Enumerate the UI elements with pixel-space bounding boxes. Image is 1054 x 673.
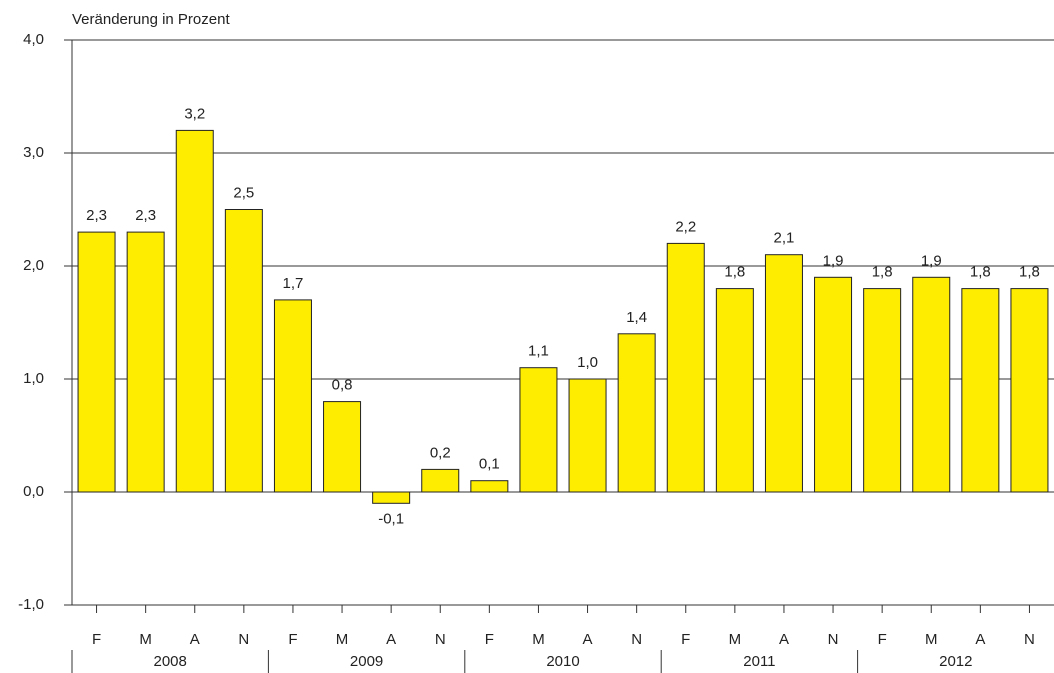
y-tick-label: 0,0 [23, 483, 44, 500]
y-tick-label: 1,0 [23, 370, 44, 387]
value-label: 1,8 [970, 264, 991, 281]
axis-label: Veränderung in Prozent [72, 11, 230, 28]
x-tick-label: A [386, 631, 396, 648]
value-label: 1,7 [283, 275, 304, 292]
value-label: 2,5 [233, 184, 254, 201]
value-label: 1,8 [724, 264, 745, 281]
bar [372, 491, 411, 504]
bar [519, 367, 558, 493]
y-tick-label: 4,0 [23, 31, 44, 48]
bar [323, 401, 362, 493]
bar [421, 468, 460, 493]
value-label: 1,8 [1019, 264, 1040, 281]
bar [1010, 288, 1049, 493]
value-label: 0,1 [479, 456, 500, 473]
bar [961, 288, 1000, 493]
bar [912, 276, 951, 493]
x-tick-label: A [583, 631, 593, 648]
x-tick-label: N [435, 631, 446, 648]
x-tick-label: F [92, 631, 101, 648]
value-label: 1,0 [577, 354, 598, 371]
x-tick-label: M [336, 631, 349, 648]
value-label: 1,8 [872, 264, 893, 281]
bar [470, 480, 509, 493]
x-tick-label: M [139, 631, 152, 648]
bar [126, 231, 165, 493]
year-label: 2011 [743, 653, 775, 670]
year-label: 2010 [546, 653, 579, 670]
value-label: 0,2 [430, 444, 451, 461]
x-tick-label: A [190, 631, 200, 648]
year-label: 2008 [154, 653, 187, 670]
x-tick-label: N [828, 631, 839, 648]
bar [224, 209, 263, 493]
bar [175, 129, 214, 493]
value-label: 3,2 [184, 105, 205, 122]
x-tick-label: A [779, 631, 789, 648]
bar [715, 288, 754, 493]
year-label: 2009 [350, 653, 383, 670]
value-label: 2,1 [774, 230, 795, 247]
bar [568, 378, 607, 493]
y-tick-label: -1,0 [18, 596, 44, 613]
bar [814, 276, 853, 493]
x-tick-label: F [485, 631, 494, 648]
bar [273, 299, 312, 493]
x-tick-label: N [1024, 631, 1035, 648]
y-tick-label: 2,0 [23, 257, 44, 274]
bar [863, 288, 902, 493]
value-label: 0,8 [332, 377, 353, 394]
x-tick-label: M [532, 631, 545, 648]
y-tick-label: 3,0 [23, 144, 44, 161]
value-label: 1,4 [626, 309, 647, 326]
value-label: 2,3 [135, 207, 156, 224]
value-label: 1,1 [528, 343, 549, 360]
value-label: 1,9 [921, 252, 942, 269]
x-tick-label: F [288, 631, 297, 648]
x-tick-label: M [729, 631, 742, 648]
year-label: 2012 [939, 653, 972, 670]
x-tick-label: M [925, 631, 938, 648]
bar [617, 333, 656, 493]
x-tick-label: F [878, 631, 887, 648]
x-tick-label: F [681, 631, 690, 648]
value-label: 1,9 [823, 252, 844, 269]
bar [77, 231, 116, 493]
value-label: 2,2 [675, 218, 696, 235]
x-tick-label: N [631, 631, 642, 648]
value-label: -0,1 [378, 510, 404, 527]
bar [764, 254, 803, 493]
bar [666, 242, 705, 493]
x-tick-label: N [238, 631, 249, 648]
value-label: 2,3 [86, 207, 107, 224]
x-tick-label: A [975, 631, 985, 648]
